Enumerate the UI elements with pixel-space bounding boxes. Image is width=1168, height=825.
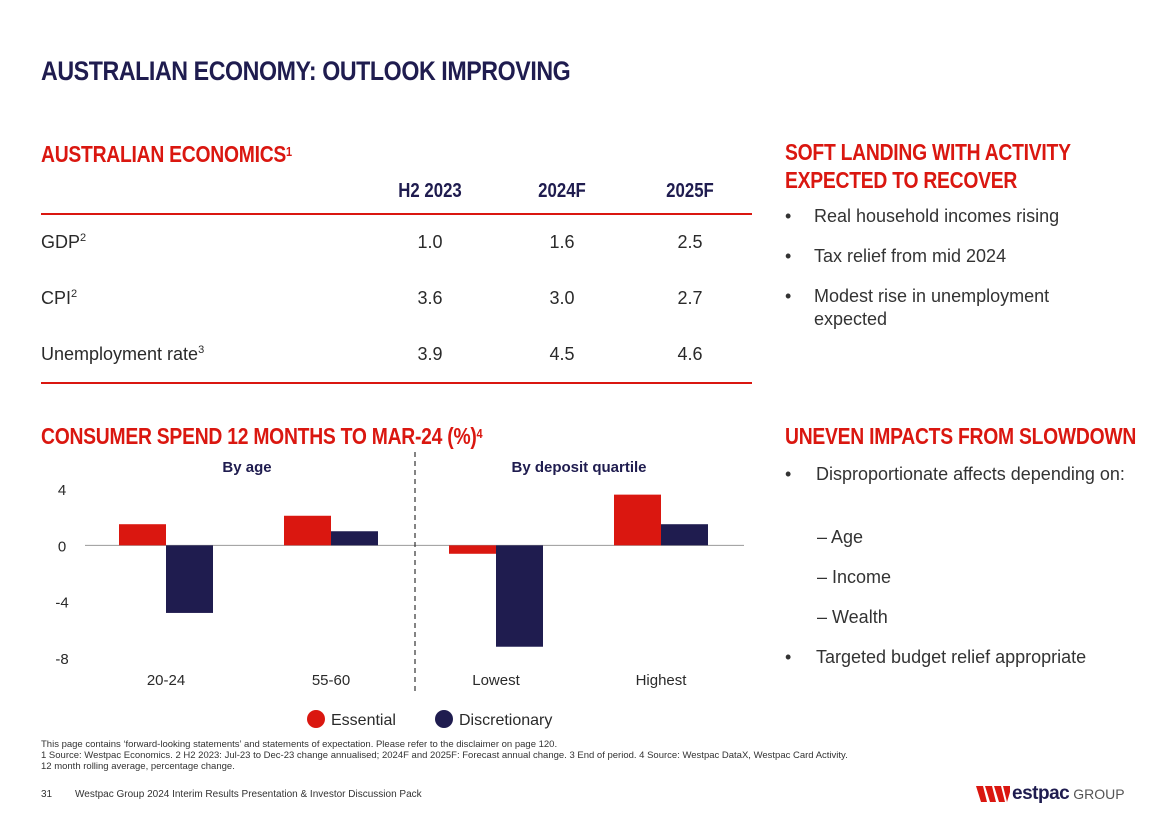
bar-discretionary-highest — [661, 524, 708, 546]
logo-group: GROUP — [1073, 786, 1125, 802]
bar-discretionary-lowest — [496, 545, 543, 647]
cell-cpi-2025f: 2.7 — [677, 288, 703, 308]
row-label-gdp: GDP2 — [41, 232, 87, 252]
cell-cpi-2024f: 3.0 — [549, 288, 575, 308]
consumer-spend-chart: 4 0 -4 -8 By age By deposit quartile 20-24 55-6… — [55, 452, 744, 729]
uneven-bullet-1: • Disproportionate affects depending on: — [785, 464, 1125, 484]
bar-essential-highest — [614, 494, 661, 546]
panel-label: By deposit quartile — [511, 459, 646, 476]
cell-gdp-h2-2023: 1.0 — [417, 232, 443, 252]
cell-gdp-2025f: 2.5 — [677, 232, 703, 252]
soft-landing-heading: SOFT LANDING WITH ACTIVITY EXPECTED TO R… — [785, 139, 1071, 193]
westpac-logo: estpac GROUP — [976, 783, 1125, 807]
panel-label: By age — [222, 459, 271, 476]
logo-word: estpac — [1012, 783, 1070, 804]
x-category-label: Highest — [636, 672, 688, 689]
cell-cpi-h2-2023: 3.6 — [417, 288, 443, 308]
soft-landing-bullet-2: • Tax relief from mid 2024 — [785, 246, 1007, 266]
cell-unemp-2025f: 4.6 — [677, 344, 703, 364]
legend-label-essential: Essential — [331, 712, 396, 729]
y-tick-label: 4 — [58, 482, 66, 499]
y-tick-label: -8 — [55, 651, 68, 668]
table-bottom-rule — [41, 382, 752, 384]
bar-essential-lowest — [449, 545, 496, 554]
cell-unemp-h2-2023: 3.9 — [417, 344, 443, 364]
page-number: 31 — [41, 789, 53, 800]
soft-landing-bullet-1: • Real household incomes rising — [785, 206, 1060, 226]
disclaimer-line-1: This page contains ‘forward-looking stat… — [41, 739, 558, 750]
westpac-w-icon — [976, 786, 1010, 802]
bar-essential-55-60 — [284, 515, 331, 546]
disclaimer: This page contains ‘forward-looking stat… — [41, 739, 1141, 772]
col-header-h2-2023: H2 2023 — [398, 180, 462, 202]
col-header-2025f: 2025F — [666, 180, 714, 202]
legend-swatch-essential — [307, 710, 325, 728]
bar-essential-20-24 — [119, 524, 166, 546]
page-title: AUSTRALIAN ECONOMY: OUTLOOK IMPROVING — [41, 56, 571, 86]
uneven-sub-wealth: – Wealth — [817, 607, 888, 627]
row-label-unemployment: Unemployment rate3 — [41, 344, 205, 364]
y-tick-label: 0 — [58, 538, 66, 555]
economics-heading: AUSTRALIAN ECONOMICS1 — [41, 141, 292, 167]
bar-discretionary-20-24 — [166, 545, 213, 613]
disclaimer-line-3: 12 month rolling average, percentage cha… — [41, 761, 235, 772]
soft-landing-bullet-3: • Modest rise in unemployment expected — [785, 286, 1050, 329]
consumer-spend-heading: CONSUMER SPEND 12 MONTHS TO MAR-24 (%)4 — [41, 423, 483, 449]
footer-text: Westpac Group 2024 Interim Results Prese… — [75, 789, 422, 800]
bar-discretionary-55-60 — [331, 531, 378, 546]
uneven-sub-income: – Income — [817, 567, 892, 587]
x-category-label: Lowest — [472, 672, 520, 689]
y-tick-label: -4 — [55, 595, 68, 612]
col-header-2024f: 2024F — [538, 180, 586, 202]
row-label-cpi: CPI2 — [41, 288, 78, 308]
cell-gdp-2024f: 1.6 — [549, 232, 575, 252]
uneven-impacts-heading: UNEVEN IMPACTS FROM SLOWDOWN — [785, 423, 1137, 449]
uneven-sub-age: – Age — [817, 527, 864, 547]
legend-label-discretionary: Discretionary — [459, 712, 552, 729]
x-category-label: 55-60 — [312, 672, 350, 689]
table-top-rule — [41, 213, 752, 215]
disclaimer-line-2: 1 Source: Westpac Economics. 2 H2 2023: … — [41, 750, 848, 761]
cell-unemp-2024f: 4.5 — [549, 344, 575, 364]
x-category-label: 20-24 — [147, 672, 185, 689]
legend-swatch-discretionary — [435, 710, 453, 728]
uneven-bullet-2: • Targeted budget relief appropriate — [785, 647, 1087, 667]
